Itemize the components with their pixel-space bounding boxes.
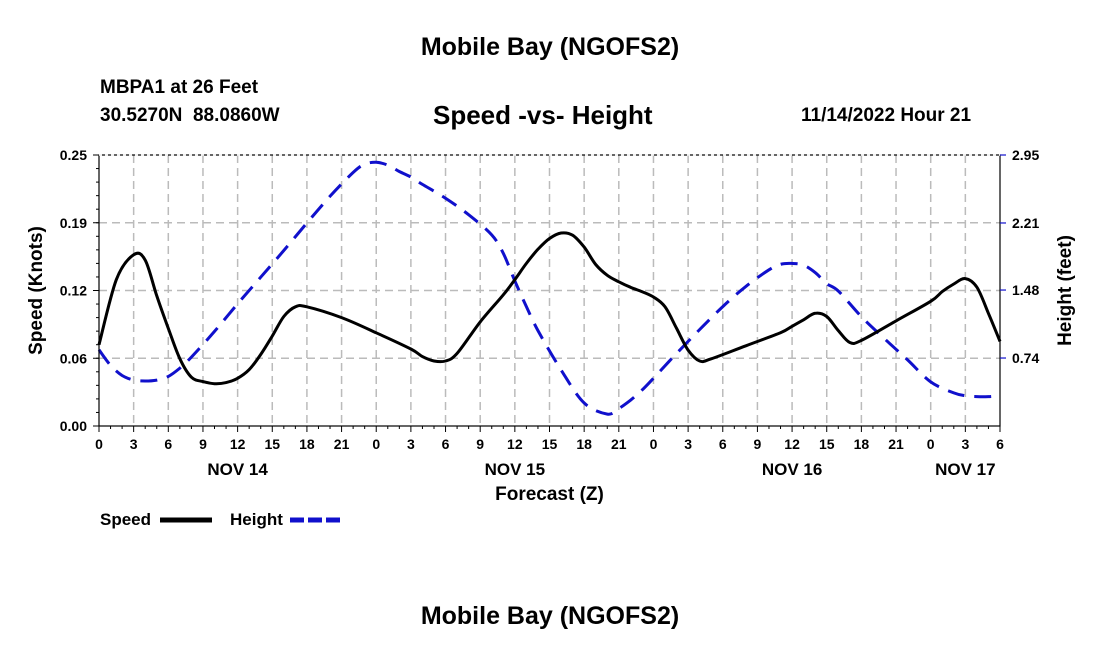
- x-axis-title: Forecast (Z): [495, 484, 604, 505]
- axis-layer: 0 3 6 9 12 15 18 21 0 3 6 9 12 15 18 21 0 3 6 9 12 15 18 21 0 3 6 0…: [26, 147, 1076, 505]
- y-tick-label: 0.00: [60, 418, 87, 434]
- forecast-timestamp: 11/14/2022 Hour 21: [801, 105, 972, 126]
- station-label: MBPA1 at 26 Feet: [100, 77, 259, 98]
- main-title: Mobile Bay (NGOFS2): [420, 33, 680, 61]
- x-tick-label: 15: [819, 436, 835, 452]
- x-tick-label: 6: [996, 436, 1004, 452]
- y-tick-label: 0.12: [60, 283, 87, 299]
- x-tick-label: 21: [611, 436, 627, 452]
- legend-label-speed: Speed: [100, 510, 151, 529]
- x-tick-label: 3: [684, 436, 692, 452]
- date-label: NOV 14: [207, 460, 268, 479]
- x-tick-label: 9: [476, 436, 484, 452]
- x-tick-label: 9: [754, 436, 762, 452]
- y2-tick-label: 1.48: [1012, 282, 1039, 298]
- y2-axis-title: Height (feet): [1055, 235, 1076, 346]
- x-tick-label: 12: [507, 436, 523, 452]
- x-tick-label: 0: [650, 436, 658, 452]
- x-tick-label: 3: [961, 436, 969, 452]
- x-tick-label: 6: [719, 436, 727, 452]
- x-tick-label: 0: [927, 436, 935, 452]
- x-tick-label: 0: [372, 436, 380, 452]
- legend-label-height: Height: [230, 510, 283, 529]
- series-layer: [97, 160, 1002, 416]
- x-tick-label: 18: [299, 436, 315, 452]
- x-tick-label: 21: [888, 436, 904, 452]
- y-axis-title: Speed (Knots): [26, 226, 47, 355]
- x-tick-label: 6: [442, 436, 450, 452]
- x-tick-label: 12: [230, 436, 246, 452]
- x-tick-label: 18: [854, 436, 870, 452]
- chart-subtitle: Speed -vs- Height: [433, 100, 653, 130]
- x-tick-label: 18: [576, 436, 592, 452]
- date-label: NOV 17: [935, 460, 995, 479]
- x-tick-label: 15: [542, 436, 558, 452]
- y2-tick-label: 2.95: [1012, 147, 1039, 163]
- x-tick-label: 6: [164, 436, 172, 452]
- x-tick-label: 15: [264, 436, 280, 452]
- y2-tick-label: 0.74: [1012, 350, 1039, 366]
- series-height-line: [97, 160, 1001, 416]
- x-tick-label: 9: [199, 436, 207, 452]
- coordinates-label: 30.5270N 88.0860W: [100, 105, 280, 126]
- x-tick-label: 0: [95, 436, 103, 452]
- date-label: NOV 15: [485, 460, 545, 479]
- x-tick-label: 12: [784, 436, 800, 452]
- x-tick-label: 3: [130, 436, 138, 452]
- legend-layer: Speed Height: [100, 510, 342, 529]
- series-speed-line: [97, 231, 1002, 386]
- x-tick-label: 3: [407, 436, 415, 452]
- y-tick-label: 0.25: [60, 147, 87, 163]
- grid-layer: [99, 155, 1000, 426]
- y2-tick-label: 2.21: [1012, 215, 1039, 231]
- y-tick-label: 0.19: [60, 215, 87, 231]
- footer-title: Mobile Bay (NGOFS2): [420, 602, 680, 630]
- x-tick-label: 21: [334, 436, 350, 452]
- date-label: NOV 16: [762, 460, 822, 479]
- y-tick-label: 0.06: [60, 350, 87, 366]
